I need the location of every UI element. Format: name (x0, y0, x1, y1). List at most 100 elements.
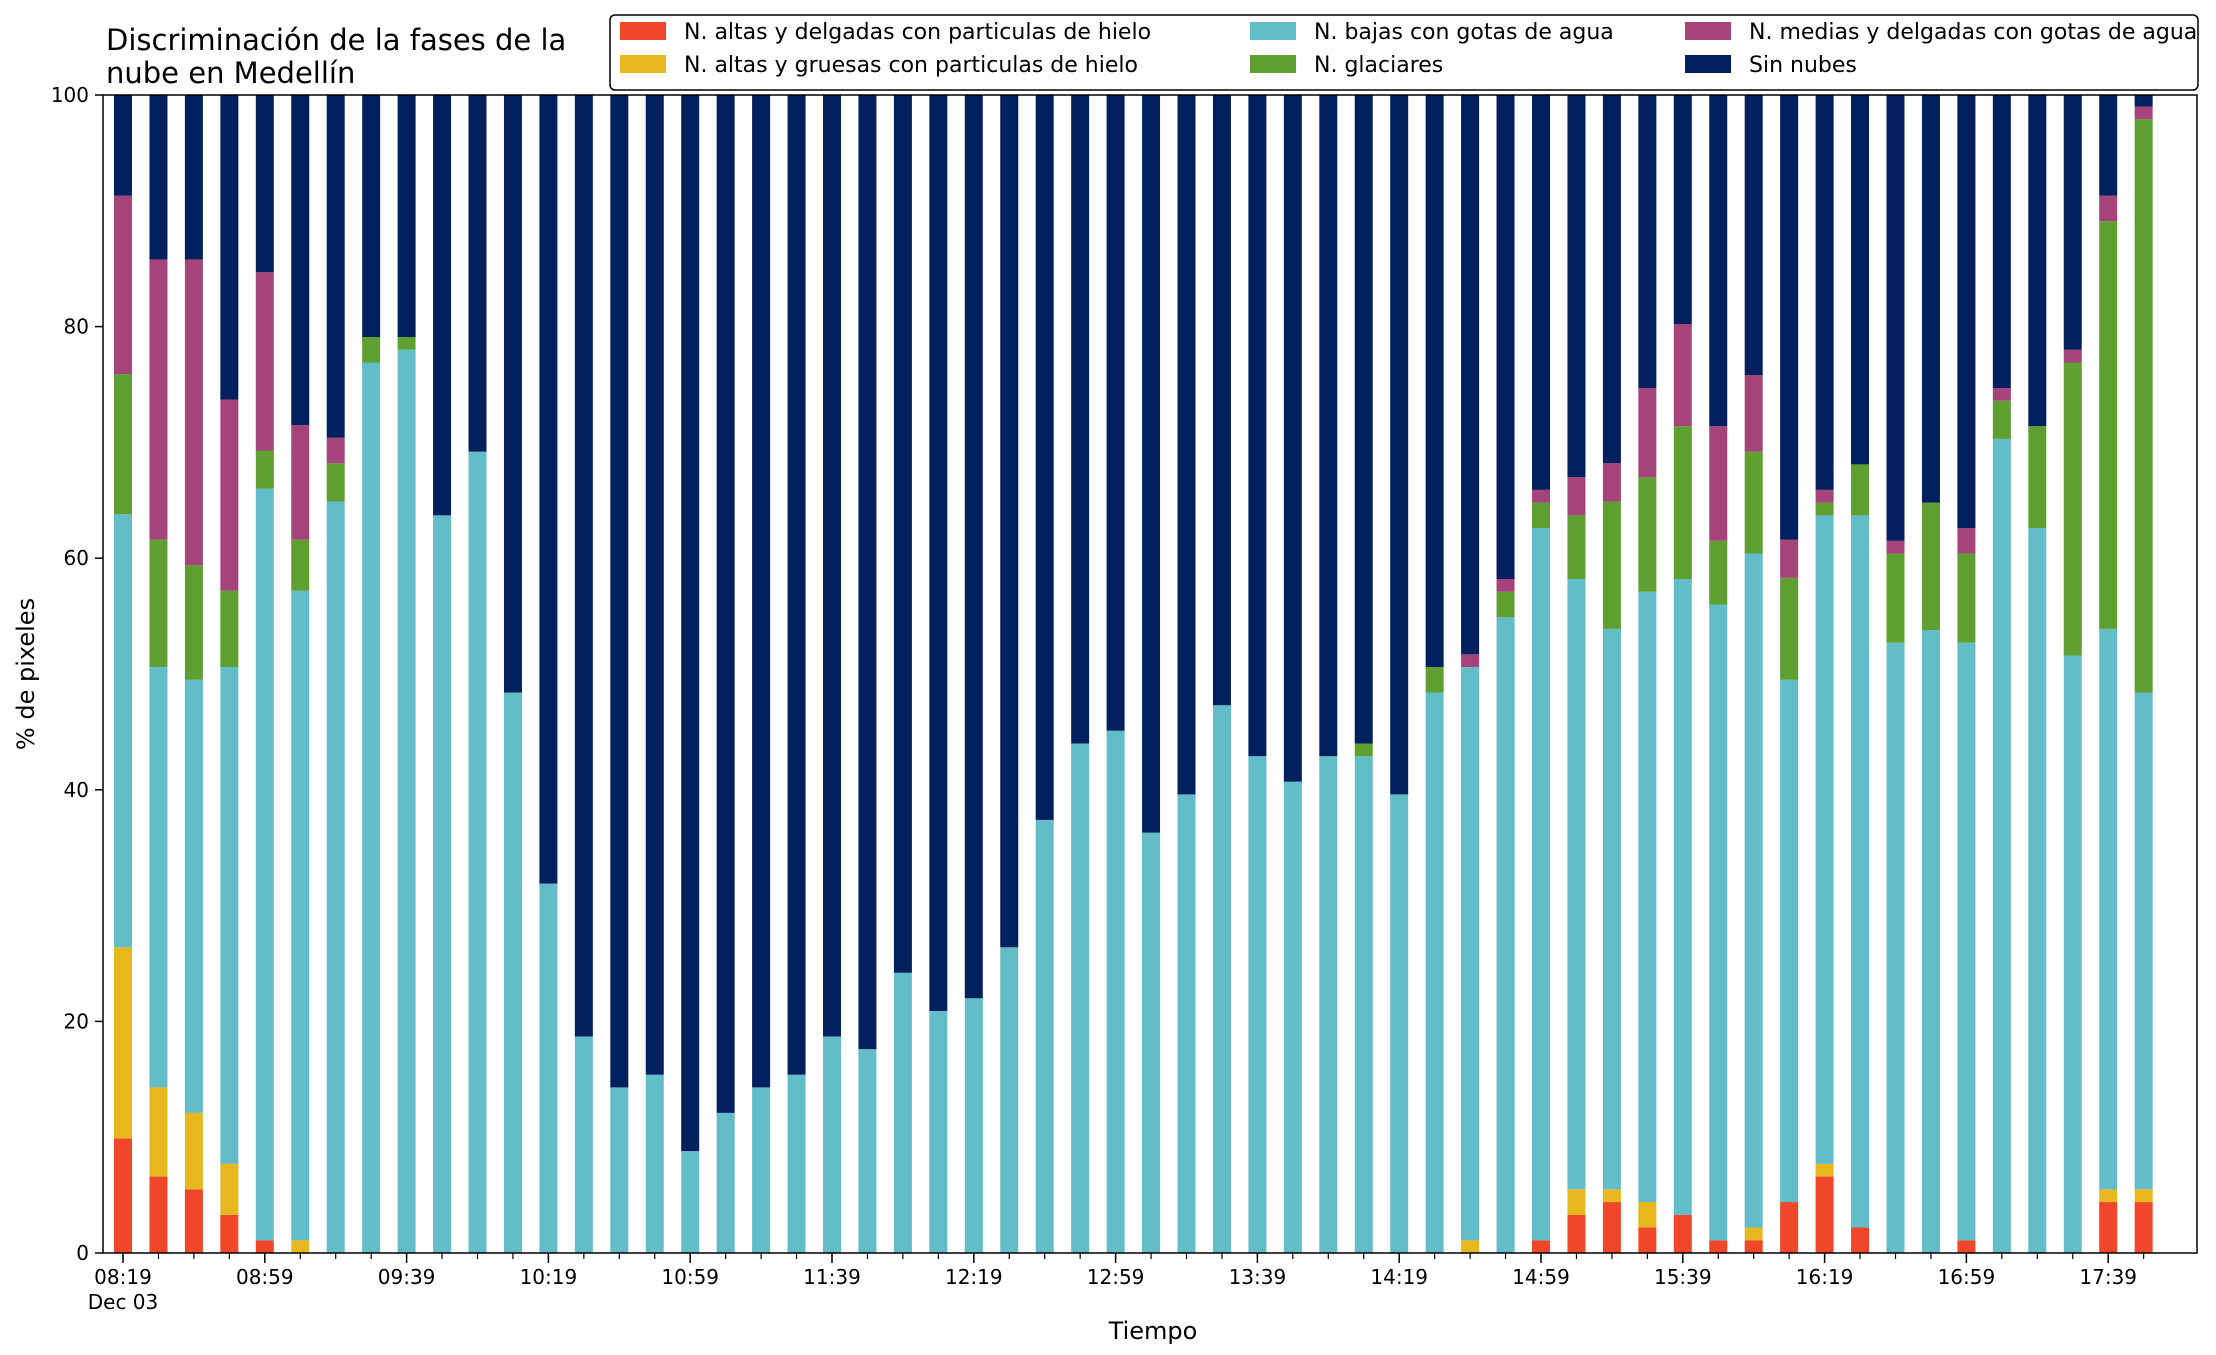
bar-segment-s2-t23 (929, 1010, 948, 1253)
bar-segment-s3-t53 (1992, 400, 2011, 439)
x-tick-label-4: 10:59 (661, 1265, 719, 1289)
bar-segment-s5-t9 (433, 95, 452, 516)
bar-segment-s1-t43 (1638, 1202, 1657, 1228)
bar-segment-s2-t7 (362, 362, 381, 1253)
bar-segment-s5-t52 (1957, 95, 1976, 529)
bar-segment-s5-t26 (1035, 95, 1054, 820)
bar-segment-s2-t41 (1567, 579, 1586, 1190)
bar-segment-s4-t4 (255, 272, 274, 451)
y-tick-label-5: 100 (51, 83, 89, 107)
bar-segment-s4-t0 (114, 195, 132, 375)
bar-segment-s5-t53 (1992, 95, 2011, 388)
legend-label-3: N. glaciares (1314, 53, 1443, 78)
bar-segment-s2-t38 (1461, 667, 1480, 1241)
bar-segment-s3-t57 (2134, 119, 2153, 693)
bar-segment-s2-t8 (397, 349, 416, 1253)
bar-segment-s2-t44 (1673, 579, 1692, 1215)
bar-segment-s1-t56 (2099, 1189, 2118, 1203)
bar-segment-s4-t56 (2099, 195, 2118, 222)
bar-segment-s2-t15 (645, 1074, 664, 1253)
bar-segment-s4-t41 (1567, 477, 1586, 516)
x-tick-label-14: 17:39 (2079, 1265, 2137, 1289)
bar-segment-s5-t41 (1567, 95, 1586, 478)
bar-segment-s5-t8 (397, 95, 416, 338)
legend-swatch-3 (1250, 55, 1296, 73)
bar-segment-s0-t44 (1673, 1214, 1692, 1253)
bar-segment-s4-t48 (1815, 489, 1834, 503)
legend-label-1: N. altas y gruesas con particulas de hie… (684, 53, 1138, 78)
bar-segment-s2-t56 (2099, 628, 2118, 1190)
bar-segment-s3-t45 (1709, 540, 1728, 605)
y-tick-label-2: 40 (64, 778, 89, 802)
bar-segment-s4-t42 (1602, 463, 1621, 502)
bar-segment-s5-t20 (823, 95, 841, 1037)
bar-segment-s3-t42 (1602, 501, 1621, 629)
y-tick-label-0: 0 (76, 1241, 89, 1265)
bar-segment-s0-t2 (184, 1189, 203, 1253)
bar-segment-s2-t50 (1886, 642, 1905, 1253)
bar-segment-s5-t54 (2028, 95, 2047, 427)
bar-segment-s2-t1 (149, 667, 168, 1088)
bar-segment-s4-t2 (184, 259, 203, 566)
bar-segment-s3-t47 (1780, 577, 1799, 680)
bar-segment-s3-t44 (1673, 426, 1692, 580)
bar-segment-s1-t42 (1602, 1189, 1621, 1203)
x-tick-label-2: 09:39 (378, 1265, 436, 1289)
bar-segment-s2-t20 (823, 1036, 841, 1253)
bar-segment-s3-t52 (1957, 553, 1976, 643)
bar-segment-s5-t23 (929, 95, 948, 1011)
bar-segment-s2-t9 (433, 515, 452, 1253)
legend-label-4: N. medias y delgadas con gotas de agua (1749, 20, 2197, 45)
bar-segment-s2-t36 (1390, 794, 1409, 1253)
bar-segment-s4-t44 (1673, 324, 1692, 427)
bar-segment-s2-t6 (326, 501, 345, 1254)
bar-segment-s5-t44 (1673, 95, 1692, 325)
bar-segment-s5-t56 (2099, 95, 2118, 196)
bar-segment-s2-t51 (1921, 630, 1940, 1253)
y-axis: 0 20 40 60 80 100 (51, 83, 103, 1265)
bar-segment-s5-t32 (1248, 95, 1267, 757)
chart-title: Discriminación de la fases de la nube en… (106, 23, 566, 90)
bar-segment-s3-t2 (184, 565, 203, 680)
bar-segment-s0-t1 (149, 1176, 168, 1253)
bar-segment-s3-t3 (220, 590, 239, 668)
chart-title-line-1: Discriminación de la fases de la (106, 23, 566, 57)
bars-layer (114, 95, 2153, 1254)
bar-segment-s2-t32 (1248, 756, 1267, 1253)
y-tick-label-3: 60 (64, 546, 89, 570)
bar-segment-s5-t4 (255, 95, 274, 273)
bar-segment-s2-t0 (114, 514, 132, 948)
bar-segment-s2-t33 (1283, 781, 1302, 1253)
bar-segment-s5-t11 (503, 95, 522, 693)
x-tick-label-12: 16:19 (1796, 1265, 1854, 1289)
bar-segment-s5-t1 (149, 95, 168, 260)
bar-segment-s3-t55 (2063, 362, 2082, 656)
bar-segment-s0-t49 (1851, 1227, 1870, 1253)
bar-segment-s3-t35 (1354, 743, 1373, 757)
bar-segment-s4-t47 (1780, 539, 1799, 578)
bar-segment-s0-t40 (1532, 1240, 1550, 1253)
bar-segment-s3-t49 (1851, 464, 1870, 516)
y-tick-label-4: 80 (64, 315, 89, 339)
bar-segment-s4-t53 (1992, 387, 2011, 401)
bar-segment-s2-t39 (1496, 617, 1515, 1253)
x-tick-label-11: 15:39 (1654, 1265, 1712, 1289)
bar-segment-s2-t40 (1532, 528, 1550, 1241)
bar-segment-s2-t37 (1425, 692, 1444, 1253)
x-tick-label-6: 12:19 (945, 1265, 1003, 1289)
bar-segment-s1-t0 (114, 947, 132, 1139)
bar-segment-s4-t46 (1744, 375, 1763, 452)
legend-swatch-4 (1685, 22, 1731, 40)
bar-segment-s5-t6 (326, 95, 345, 438)
bar-segment-s5-t31 (1212, 95, 1231, 706)
bar-segment-s2-t14 (610, 1087, 629, 1253)
bar-segment-s2-t5 (291, 590, 310, 1241)
legend-swatch-5 (1685, 55, 1731, 73)
legend-label-2: N. bajas con gotas de agua (1314, 20, 1614, 45)
bar-segment-s5-t55 (2063, 95, 2082, 350)
x-axis: 08:19 08:59 09:39 10:19 10:59 11:39 12:19 12:59… (88, 1253, 2145, 1314)
chart-title-line-2: nube en Medellín (106, 56, 355, 90)
bar-segment-s2-t45 (1709, 604, 1728, 1241)
bar-segment-s2-t2 (184, 679, 203, 1113)
